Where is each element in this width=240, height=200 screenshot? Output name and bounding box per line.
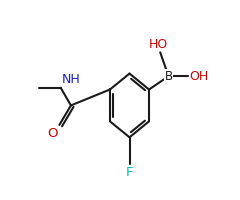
Text: O: O — [47, 127, 58, 140]
Text: F: F — [126, 166, 133, 179]
Text: OH: OH — [189, 70, 208, 83]
Text: NH: NH — [62, 73, 80, 86]
Text: B: B — [164, 70, 173, 83]
Text: HO: HO — [149, 38, 168, 51]
